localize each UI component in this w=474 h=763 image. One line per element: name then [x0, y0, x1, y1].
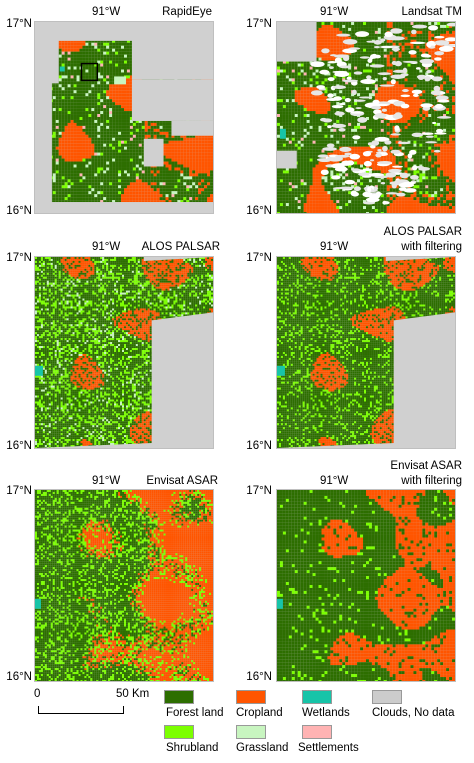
- panel-5-lat-top: 17°N: [6, 485, 32, 498]
- panel-3-lat-bottom: 16°N: [6, 440, 32, 453]
- wetland-spot: [59, 66, 65, 72]
- panel-4-lon-label: 91°W: [320, 241, 348, 254]
- no-data-patch: [277, 22, 317, 62]
- land-cover-area: [277, 490, 455, 681]
- panel-6-title-line2: with filtering: [401, 475, 462, 488]
- panel-2-map: [276, 21, 456, 214]
- panel-4-lat-top: 17°N: [246, 252, 272, 265]
- land-cover-area: [51, 40, 213, 203]
- panel-6-map: [276, 489, 456, 682]
- panel-4-lat-bottom: 16°N: [246, 440, 272, 453]
- legend-label-cropland: Cropland: [236, 707, 283, 719]
- panel-5-title: Envisat ASAR: [146, 475, 218, 488]
- legend-swatch-settlements: [302, 725, 332, 739]
- legend-swatch-nodata: [372, 690, 402, 704]
- panel-5-map-svg: [35, 490, 213, 681]
- panel-4-map: [276, 256, 456, 449]
- wetland-spot: [279, 128, 286, 139]
- no-data-patch: [131, 79, 213, 121]
- panel-4-map-svg: [277, 257, 455, 448]
- panel-5-map: [34, 489, 214, 682]
- scale-bar-right-tick: [123, 706, 124, 714]
- legend-label-nodata: Clouds, No data: [372, 707, 454, 719]
- panel-1-lat-bottom: 16°N: [6, 205, 32, 218]
- panel-6-lon-label: 91°W: [320, 475, 348, 488]
- wetland-spot: [277, 365, 285, 376]
- panel-1-map-svg: [51, 40, 213, 203]
- panel-6-lat-bottom: 16°N: [246, 671, 272, 684]
- panel-3-lon-label: 91°W: [92, 241, 120, 254]
- legend-label-forest: Forest land: [166, 707, 224, 719]
- no-data-patch: [277, 150, 297, 169]
- land-cover-area: [35, 490, 213, 681]
- legend-label-shrubland: Shrubland: [166, 742, 218, 754]
- panel-1-lat-top: 17°N: [6, 18, 32, 31]
- panel-1-title: RapidEye: [162, 6, 212, 19]
- panel-1-map: [34, 21, 214, 214]
- panel-3-title: ALOS PALSAR: [142, 241, 220, 254]
- panel-3-map: [34, 256, 214, 449]
- study-area-box: [80, 62, 99, 82]
- no-data-patch: [143, 138, 164, 167]
- cloud-cover: [310, 22, 455, 205]
- legend-label-grassland: Grassland: [236, 742, 288, 754]
- wetland-spot: [277, 598, 283, 609]
- legend-label-wetlands: Wetlands: [302, 707, 350, 719]
- land-cover-area: [35, 257, 213, 448]
- grassland-patch: [114, 76, 126, 85]
- panel-2-lon-label: 91°W: [320, 6, 348, 19]
- panel-5-lat-bottom: 16°N: [6, 671, 32, 684]
- panel-2-map-svg: [277, 22, 455, 213]
- scale-start-label: 0: [34, 688, 40, 701]
- wetland-spot: [35, 598, 41, 609]
- wetland-spot: [35, 365, 43, 376]
- panel-6-map-svg: [277, 490, 455, 681]
- panel-2-title: Landsat TM: [401, 6, 462, 19]
- panel-5-lon-label: 91°W: [92, 475, 120, 488]
- panel-2-lat-bottom: 16°N: [246, 205, 272, 218]
- legend-swatch-wetlands: [302, 690, 332, 704]
- panel-4-title: ALOS PALSAR: [384, 226, 462, 239]
- panel-2-lat-top: 17°N: [246, 18, 272, 31]
- scale-end-label: 50 Km: [116, 688, 149, 701]
- panel-4-title-line2: with filtering: [401, 241, 462, 254]
- legend-swatch-cropland: [236, 690, 266, 704]
- legend-swatch-shrubland: [164, 725, 194, 739]
- scale-bar-line: [38, 713, 124, 714]
- panel-3-lat-top: 17°N: [6, 252, 32, 265]
- legend-swatch-grassland: [236, 725, 266, 739]
- panel-1-lon-label: 91°W: [92, 6, 120, 19]
- legend-label-settlements: Settlements: [298, 742, 359, 754]
- panel-6-title: Envisat ASAR: [390, 460, 462, 473]
- panel-6-lat-top: 17°N: [246, 485, 272, 498]
- scale-bar: [38, 706, 124, 714]
- land-cover-area: [277, 257, 455, 448]
- scale-bar-left-tick: [38, 706, 39, 714]
- legend-swatch-forest: [164, 690, 194, 704]
- panel-3-map-svg: [35, 257, 213, 448]
